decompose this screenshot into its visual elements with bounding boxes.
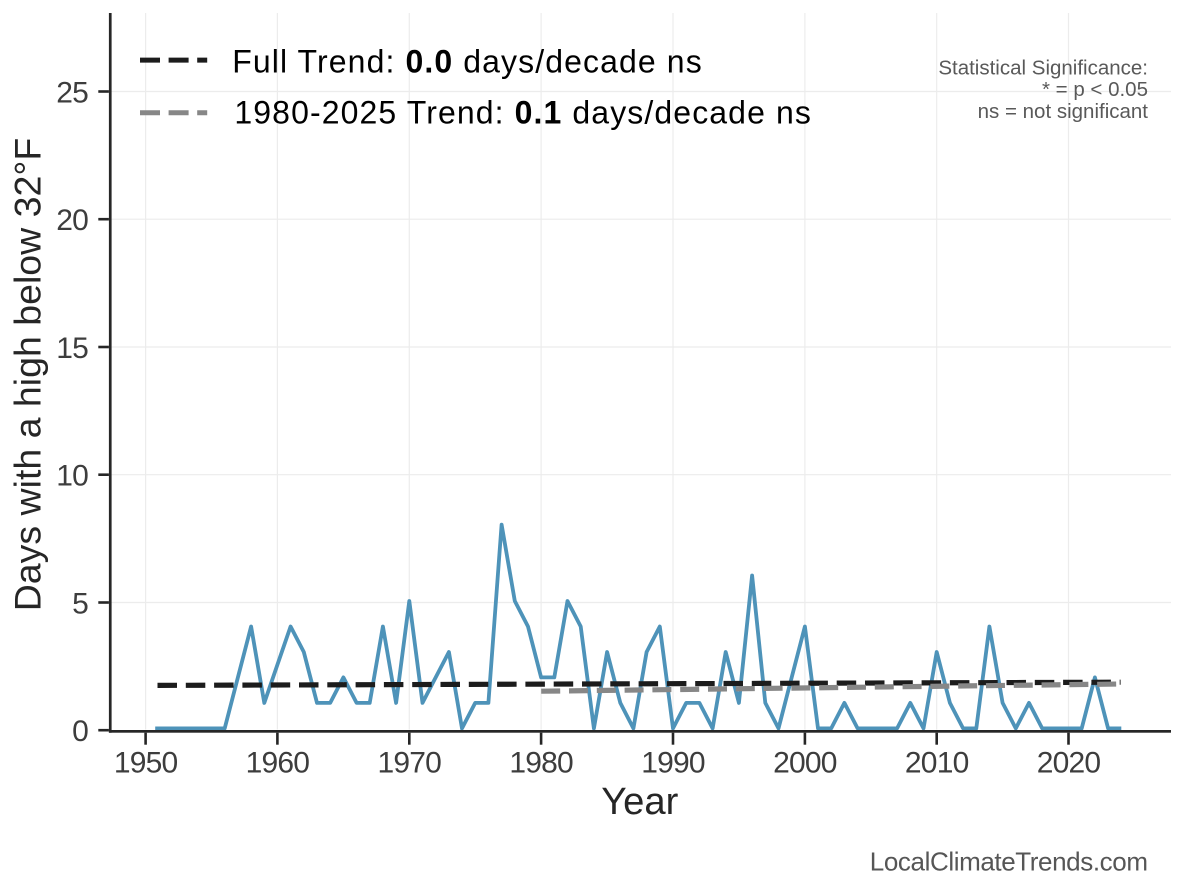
svg-text:1970: 1970 — [378, 747, 442, 780]
svg-text:1960: 1960 — [246, 747, 310, 780]
svg-text:1980: 1980 — [509, 747, 573, 780]
svg-text:15: 15 — [56, 332, 88, 365]
svg-text:10: 10 — [56, 460, 88, 493]
svg-text:2020: 2020 — [1037, 747, 1101, 780]
svg-text:1980-2025 Trend: 0.1 days/deca: 1980-2025 Trend: 0.1 days/decade ns — [234, 95, 812, 131]
svg-text:* = p < 0.05: * = p < 0.05 — [1042, 78, 1148, 101]
svg-text:Statistical Significance:: Statistical Significance: — [938, 57, 1148, 80]
svg-text:Year: Year — [601, 780, 678, 823]
svg-text:1990: 1990 — [641, 747, 705, 780]
svg-text:1950: 1950 — [114, 747, 178, 780]
svg-text:5: 5 — [72, 587, 88, 620]
svg-text:0: 0 — [72, 715, 88, 748]
svg-text:20: 20 — [56, 204, 88, 237]
svg-text:Days with a high below 32°F: Days with a high below 32°F — [6, 138, 48, 612]
svg-text:2010: 2010 — [905, 747, 969, 780]
svg-text:LocalClimateTrends.com: LocalClimateTrends.com — [870, 846, 1148, 876]
svg-text:2000: 2000 — [773, 747, 837, 780]
svg-text:Full Trend: 0.0 days/decade ns: Full Trend: 0.0 days/decade ns — [232, 43, 703, 79]
svg-text:25: 25 — [56, 76, 88, 109]
svg-text:ns = not significant: ns = not significant — [978, 100, 1149, 123]
